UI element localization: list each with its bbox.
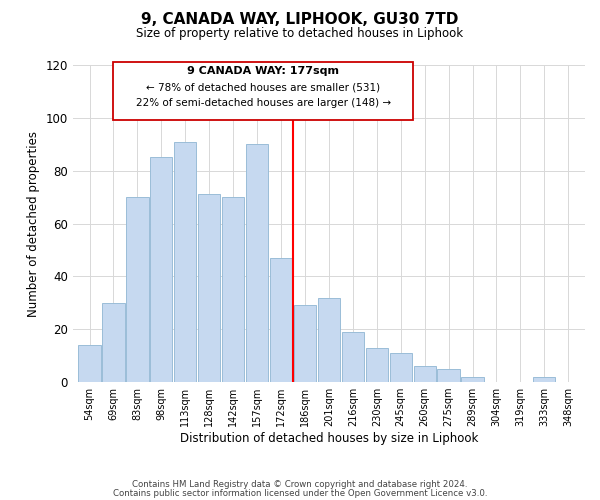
Bar: [150, 158, 172, 382]
FancyBboxPatch shape: [113, 62, 413, 120]
Bar: [198, 194, 220, 382]
Y-axis label: Number of detached properties: Number of detached properties: [27, 130, 40, 316]
Bar: [103, 303, 125, 382]
Text: Contains HM Land Registry data © Crown copyright and database right 2024.: Contains HM Land Registry data © Crown c…: [132, 480, 468, 489]
Text: Size of property relative to detached houses in Liphook: Size of property relative to detached ho…: [136, 28, 464, 40]
Bar: [437, 369, 460, 382]
Bar: [294, 306, 316, 382]
Text: Contains public sector information licensed under the Open Government Licence v3: Contains public sector information licen…: [113, 490, 487, 498]
X-axis label: Distribution of detached houses by size in Liphook: Distribution of detached houses by size …: [180, 432, 478, 445]
Bar: [174, 142, 196, 382]
Bar: [365, 348, 388, 382]
Bar: [389, 353, 412, 382]
Bar: [413, 366, 436, 382]
Bar: [318, 298, 340, 382]
Bar: [79, 345, 101, 382]
Bar: [533, 377, 556, 382]
Bar: [126, 197, 149, 382]
Text: 9 CANADA WAY: 177sqm: 9 CANADA WAY: 177sqm: [187, 66, 339, 76]
Text: 22% of semi-detached houses are larger (148) →: 22% of semi-detached houses are larger (…: [136, 98, 391, 108]
Bar: [222, 197, 244, 382]
Bar: [342, 332, 364, 382]
Text: ← 78% of detached houses are smaller (531): ← 78% of detached houses are smaller (53…: [146, 82, 380, 92]
Text: 9, CANADA WAY, LIPHOOK, GU30 7TD: 9, CANADA WAY, LIPHOOK, GU30 7TD: [142, 12, 458, 28]
Bar: [270, 258, 292, 382]
Bar: [461, 377, 484, 382]
Bar: [246, 144, 268, 382]
